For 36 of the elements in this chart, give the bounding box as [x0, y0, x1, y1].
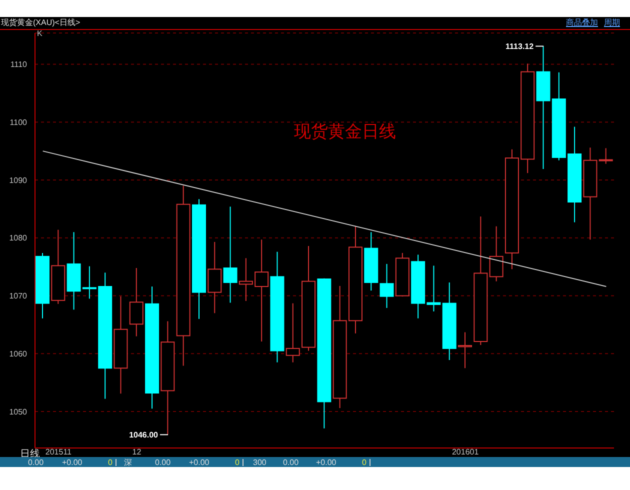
annotation: 1113.12 [506, 42, 534, 52]
x-tick-label: 12 [132, 448, 142, 457]
annotation: 现货黄金日线 [294, 122, 396, 141]
candlestick [598, 148, 613, 164]
y-tick-label: 1090 [9, 176, 28, 185]
candlestick [380, 263, 394, 308]
text: 深 [124, 458, 132, 467]
text: +0.00 [189, 458, 210, 467]
text: 0 [235, 458, 240, 467]
text: 0.00 [28, 458, 44, 467]
x-tick-label: 201601 [452, 448, 480, 457]
y-tick-label: 1060 [9, 349, 28, 358]
text: 0 [362, 458, 367, 467]
annotation: 1046.00 [129, 430, 159, 440]
y-tick-label: 1110 [10, 60, 28, 70]
candlestick [129, 267, 144, 337]
y-tick-label: 1100 [10, 118, 28, 127]
y-tick-label: 1050 [9, 407, 28, 416]
text: 0 [108, 458, 113, 467]
text: +0.00 [62, 458, 83, 467]
chart-title: 现货黄金(XAU)<日线> [1, 18, 80, 28]
text: 商品叠加 [566, 18, 598, 28]
candlestick [223, 206, 238, 304]
text: 300 [253, 458, 267, 467]
text: +0.00 [316, 458, 337, 467]
y-tick-label: 1080 [9, 234, 28, 243]
text: 0.00 [155, 458, 172, 467]
text: 周期 [604, 18, 620, 28]
candlestick [208, 241, 222, 314]
text: 0.00 [283, 458, 300, 467]
candlestick [458, 332, 472, 369]
candlestick [489, 226, 504, 282]
x-tick-label: 201511 [45, 448, 72, 457]
annotation: K [37, 29, 43, 38]
y-tick-label: 1070 [9, 292, 28, 301]
candlestick [286, 302, 300, 363]
